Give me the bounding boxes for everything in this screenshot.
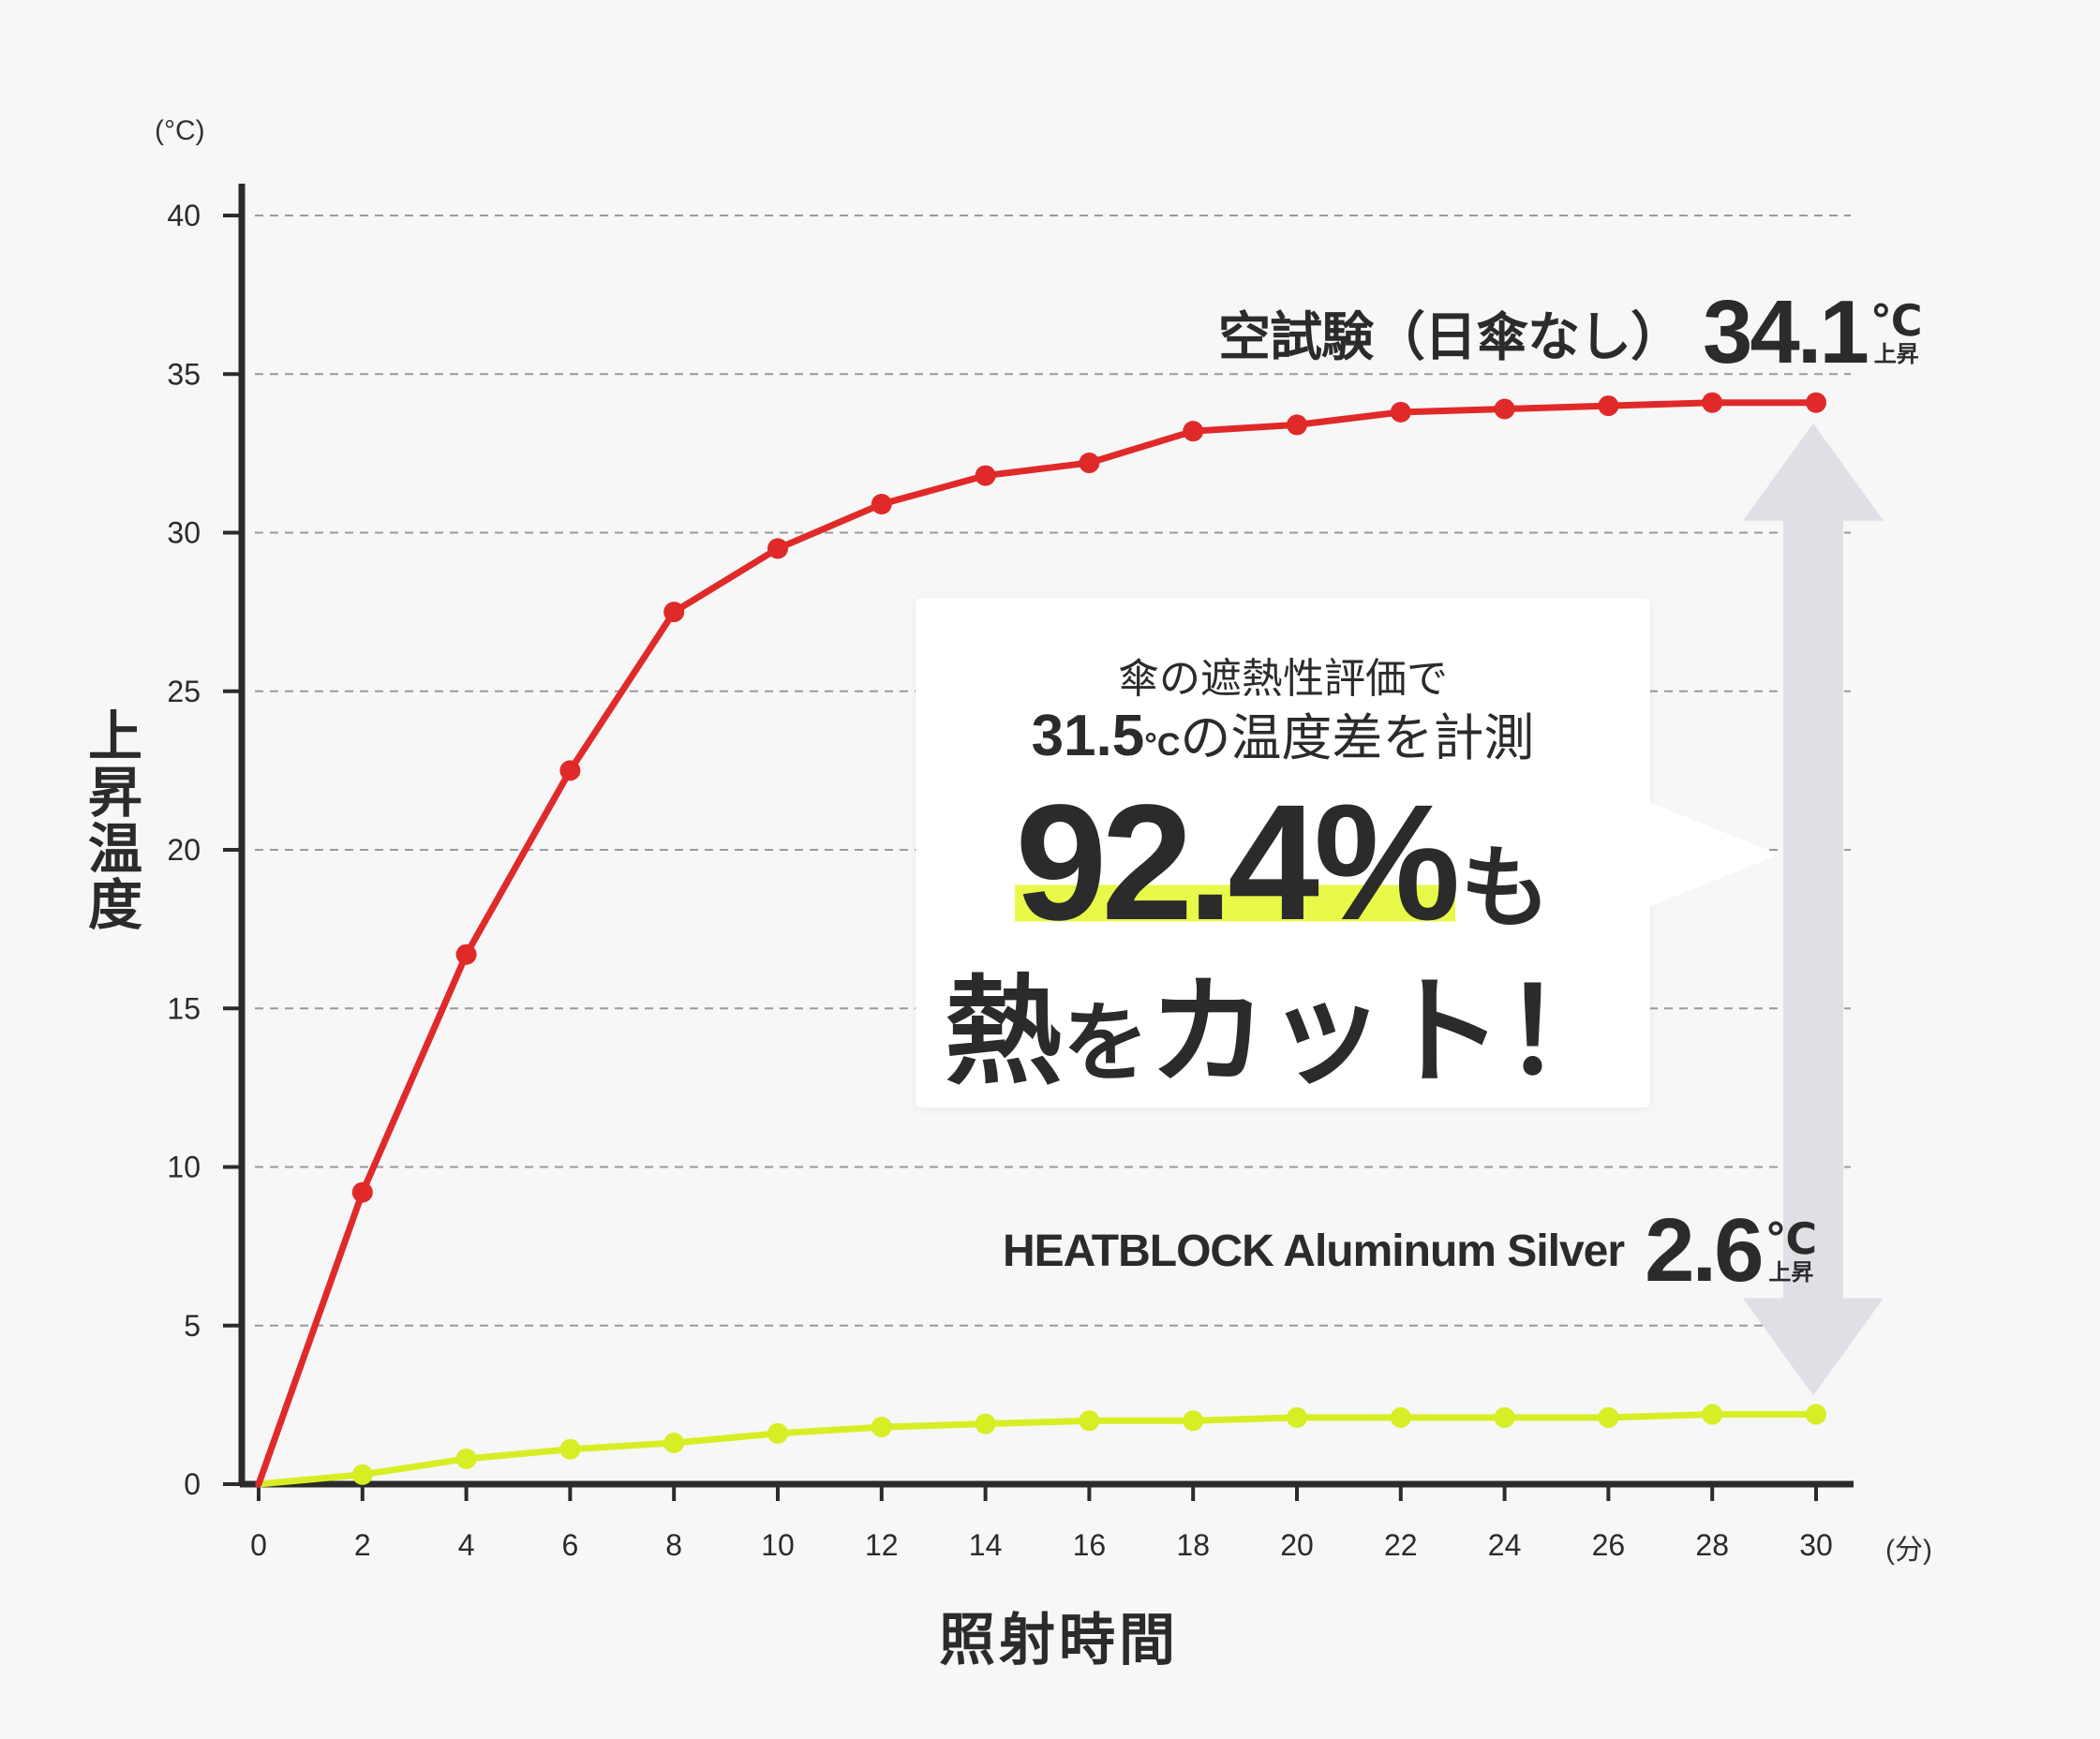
y-tick-label: 15 xyxy=(167,991,201,1025)
x-axis-title: 照射時間 xyxy=(939,1609,1179,1672)
x-tick-label: 30 xyxy=(1799,1528,1833,1562)
rise-value-control: 34.1 xyxy=(1703,282,1869,382)
series-name-control: 空試験（日傘なし） xyxy=(1218,306,1683,366)
callout-headline: 92.4%も xyxy=(916,768,1650,958)
callout-line1: 傘の遮熱性評価で xyxy=(1118,656,1448,702)
callout-line2-text: の温度差を計測 xyxy=(1180,710,1535,766)
series-label-control: 空試験（日傘なし） 34.1 ℃ 上昇 xyxy=(1218,281,1923,384)
y-tick-label: 10 xyxy=(167,1151,201,1184)
callout-line2: 31.5°Cの温度差を計測 xyxy=(916,696,1650,770)
celsius-unit: ℃ xyxy=(1765,1214,1818,1263)
rise-suffix: 上昇 xyxy=(1873,342,1919,367)
double-arrow xyxy=(1743,423,1884,1396)
series-line xyxy=(255,1411,1820,1488)
callout-subheadline: 熱をカット！ xyxy=(916,937,1650,1107)
arrow-shaft xyxy=(1783,520,1843,1299)
data-point xyxy=(767,1422,788,1444)
data-point xyxy=(1079,453,1100,474)
data-point xyxy=(1494,1406,1515,1428)
arrow-head-down xyxy=(1743,1298,1884,1396)
data-point xyxy=(663,1432,685,1453)
y-tick-label: 35 xyxy=(167,357,201,391)
y-unit: (°C) xyxy=(155,115,205,146)
x-tick-label: 20 xyxy=(1280,1528,1314,1562)
data-point xyxy=(1287,414,1307,436)
data-point xyxy=(1702,1404,1723,1425)
headline-heat: 熱 xyxy=(944,966,1063,1098)
rise-value-heatblock: 2.6 xyxy=(1645,1200,1764,1301)
data-point xyxy=(1806,392,1826,413)
data-point xyxy=(1390,401,1411,423)
y-tick-label: 25 xyxy=(167,675,201,708)
celsius-unit: ℃ xyxy=(1869,296,1923,345)
headline-wo: を xyxy=(1062,996,1149,1092)
callout-box: 傘の遮熱性評価で 31.5°Cの温度差を計測 92.4%も 熱をカット！ xyxy=(916,598,1780,1107)
rise-unit-heatblock: ℃ 上昇 xyxy=(1765,1217,1818,1285)
series-name-heatblock: HEATBLOCK Aluminum Silver xyxy=(1003,1226,1625,1276)
temperature-diff: 31.5 xyxy=(1031,704,1145,768)
series-line xyxy=(255,399,1820,1488)
y-tick-label: 5 xyxy=(184,1309,201,1343)
data-point xyxy=(559,1438,581,1460)
data-point xyxy=(1079,1410,1100,1432)
data-point xyxy=(1390,1406,1411,1428)
data-point xyxy=(975,465,996,486)
y-tick-label: 20 xyxy=(167,833,201,867)
data-point xyxy=(663,602,685,623)
series xyxy=(255,392,1826,1488)
rise-suffix: 上昇 xyxy=(1768,1260,1814,1286)
data-point xyxy=(871,1417,892,1438)
data-point xyxy=(455,1448,477,1469)
x-tick-label: 8 xyxy=(665,1528,682,1562)
x-tick-label: 0 xyxy=(250,1528,267,1562)
series-label-heatblock: HEATBLOCK Aluminum Silver 2.6 ℃ 上昇 xyxy=(1003,1199,1817,1302)
data-point xyxy=(767,538,788,559)
data-point xyxy=(1598,395,1619,417)
data-point xyxy=(871,494,892,515)
x-tick-label: 10 xyxy=(761,1528,795,1562)
y-tick-label: 40 xyxy=(167,199,201,232)
x-unit: (分) xyxy=(1885,1535,1932,1566)
data-point xyxy=(1287,1406,1307,1428)
y-axis-title: 上昇温度 xyxy=(80,707,141,932)
cut-percentage: 92.4% xyxy=(1015,771,1461,955)
data-point xyxy=(1494,398,1515,420)
y-tick-label: 0 xyxy=(184,1467,201,1501)
rise-unit-control: ℃ 上昇 xyxy=(1870,299,1923,366)
data-point xyxy=(1183,421,1204,442)
headline-particle: も xyxy=(1460,839,1551,939)
data-point xyxy=(351,1182,373,1203)
x-tick-label: 12 xyxy=(865,1528,899,1562)
x-tick-label: 16 xyxy=(1073,1528,1107,1562)
x-tick-label: 2 xyxy=(354,1528,371,1562)
data-point xyxy=(1702,392,1723,413)
data-point xyxy=(1183,1410,1204,1432)
x-tick-label: 6 xyxy=(562,1528,579,1562)
temperature-unit: °C xyxy=(1144,727,1181,763)
arrow-head-up xyxy=(1743,423,1884,521)
data-point xyxy=(1598,1406,1619,1428)
x-tick-label: 18 xyxy=(1176,1528,1210,1562)
x-tick-label: 28 xyxy=(1695,1528,1729,1562)
x-tick-label: 22 xyxy=(1384,1528,1418,1562)
headline-cut: カット！ xyxy=(1149,966,1621,1098)
data-point xyxy=(455,944,477,965)
x-tick-label: 4 xyxy=(458,1528,475,1562)
axes xyxy=(223,184,1854,1501)
y-tick-label: 30 xyxy=(167,516,201,550)
data-point xyxy=(1806,1404,1826,1425)
data-point xyxy=(351,1464,373,1485)
x-tick-label: 24 xyxy=(1488,1528,1522,1562)
x-tick-label: 14 xyxy=(969,1528,1003,1562)
data-point xyxy=(975,1413,996,1434)
x-tick-label: 26 xyxy=(1592,1528,1626,1562)
data-point xyxy=(559,760,581,781)
